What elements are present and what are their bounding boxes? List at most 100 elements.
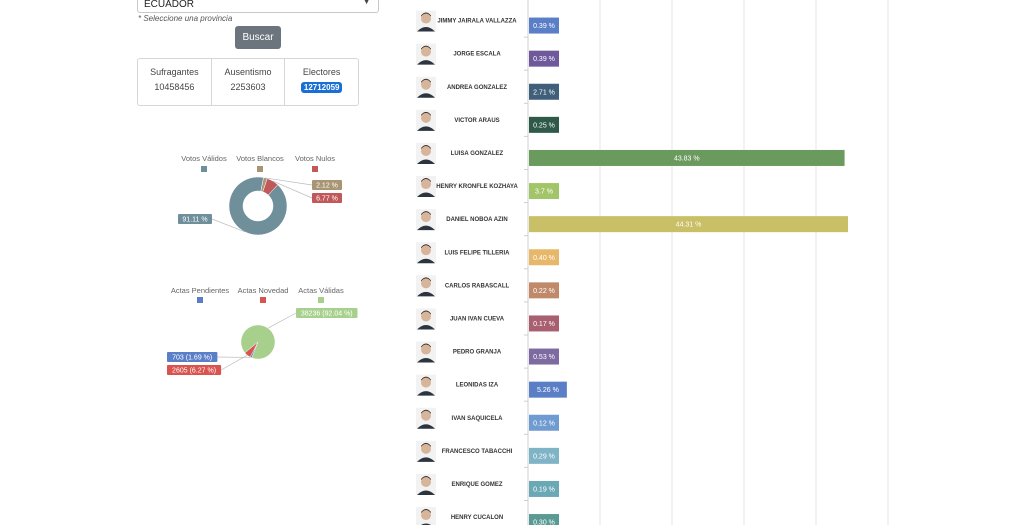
candidates-bar-chart: JIMMY JAIRALA VALLAZZA 0.39 % JORGE ESCALA… bbox=[416, 0, 889, 525]
avatar-face bbox=[421, 46, 431, 57]
pie-data-label: 703 (1.69 %) bbox=[172, 355, 212, 362]
search-button[interactable]: Buscar bbox=[235, 26, 281, 49]
bar bbox=[529, 149, 845, 166]
pie-data-label: 2605 (6.27 %) bbox=[172, 368, 216, 375]
candidate-avatar bbox=[416, 407, 436, 429]
votes-donut-chart: Votos Válidos Votos Blancos Votos Nulos 91.… bbox=[178, 154, 342, 236]
avatar-body bbox=[417, 225, 435, 231]
donut-data-label: 2.12 % bbox=[316, 183, 338, 190]
candidate-name: LUISA GONZALEZ bbox=[451, 151, 504, 157]
bar-data-label: 3.7 % bbox=[535, 189, 553, 196]
avatar-body bbox=[417, 424, 435, 429]
bar bbox=[529, 183, 559, 200]
candidate-name: FRANCESCO TABACCHI bbox=[442, 449, 513, 455]
avatar-hair bbox=[421, 78, 431, 83]
stat-ausentismo: Ausentismo 2253603 bbox=[212, 59, 286, 105]
avatar-hair bbox=[421, 178, 431, 183]
actas-pie-chart: Actas Pendientes Actas Novedad Actas Válid… bbox=[167, 286, 358, 375]
donut-slice bbox=[262, 178, 279, 196]
candidate-name: JUAN IVAN CUEVA bbox=[450, 316, 505, 322]
candidate-avatar bbox=[416, 507, 436, 525]
bar-data-label: 44.31 % bbox=[676, 222, 702, 229]
candidate-avatar bbox=[416, 374, 436, 396]
avatar-hair bbox=[421, 509, 431, 514]
pie-callout-line bbox=[220, 354, 248, 371]
avatar-face bbox=[421, 112, 431, 123]
candidate-name: JIMMY JAIRALA VALLAZZA bbox=[437, 19, 517, 25]
candidate-name: JORGE ESCALA bbox=[453, 52, 501, 58]
bar bbox=[529, 17, 559, 34]
donut-data-label: 91.11 % bbox=[182, 217, 207, 224]
avatar-hair bbox=[421, 310, 431, 315]
avatar-face bbox=[421, 79, 431, 90]
avatar-hair bbox=[421, 376, 431, 381]
candidate-avatar bbox=[416, 76, 436, 98]
bar bbox=[529, 447, 559, 464]
bar bbox=[529, 216, 849, 233]
candidate-name: IVAN SAQUICELA bbox=[452, 416, 504, 422]
avatar-face bbox=[421, 344, 431, 355]
avatar-hair bbox=[421, 442, 431, 447]
donut-legend-swatch bbox=[312, 166, 318, 172]
candidate-name: VICTOR ARAUS bbox=[454, 118, 499, 124]
avatar-hair bbox=[421, 244, 431, 249]
candidate-avatar bbox=[416, 43, 436, 65]
chevron-down-icon: ▼ bbox=[363, 0, 370, 6]
pie-legend-label: Actas Novedad bbox=[238, 286, 289, 295]
donut-legend-label: Votos Válidos bbox=[181, 154, 227, 163]
avatar-body bbox=[417, 192, 435, 198]
donut-callout-line bbox=[265, 177, 313, 186]
bar bbox=[529, 348, 559, 365]
avatar-hair bbox=[421, 409, 431, 414]
stat-electores: Electores 12712059 bbox=[285, 59, 358, 105]
stats-box: Sufragantes 10458456 Ausentismo 2253603 … bbox=[137, 58, 359, 106]
stat-sufragantes: Sufragantes 10458456 bbox=[138, 59, 212, 105]
bar-data-label: 2.71 % bbox=[533, 89, 555, 96]
province-select[interactable]: ECUADOR ▼ bbox=[137, 0, 379, 13]
bar-data-label: 0.17 % bbox=[533, 321, 555, 328]
avatar-face bbox=[421, 179, 431, 190]
bar-data-label: 0.53 % bbox=[533, 354, 555, 361]
province-hint: * Seleccione una provincia bbox=[138, 14, 233, 23]
candidate-avatar bbox=[416, 275, 436, 297]
candidate-avatar bbox=[416, 473, 436, 495]
bar bbox=[529, 381, 567, 398]
province-select-value: ECUADOR bbox=[144, 0, 195, 10]
pie-legend-swatch bbox=[260, 297, 266, 303]
candidate-avatar bbox=[416, 109, 436, 131]
bar bbox=[529, 50, 559, 67]
candidate-avatar bbox=[416, 10, 436, 32]
avatar-hair bbox=[421, 277, 431, 282]
pie-data-label-box bbox=[167, 365, 222, 375]
bar-data-label: 0.30 % bbox=[533, 520, 555, 525]
avatar-hair bbox=[421, 12, 431, 17]
avatar-hair bbox=[421, 45, 431, 50]
donut-legend-swatch bbox=[201, 166, 207, 172]
avatar-body bbox=[417, 27, 435, 32]
donut-legend-swatch bbox=[257, 166, 263, 172]
avatar-face bbox=[421, 245, 431, 256]
candidate-avatar bbox=[416, 440, 436, 462]
pie-callout-line bbox=[267, 312, 297, 329]
candidate-name: DANIEL NOBOA AZIN bbox=[446, 217, 507, 223]
donut-slice bbox=[228, 176, 288, 236]
avatar-body bbox=[417, 457, 435, 462]
bar bbox=[529, 480, 559, 497]
bar-data-label: 43.83 % bbox=[674, 155, 700, 162]
pie-data-label: 38236 (92.04 %) bbox=[301, 311, 353, 318]
avatar-hair bbox=[421, 343, 431, 348]
bar-data-label: 0.39 % bbox=[533, 23, 555, 30]
bar-data-label: 0.25 % bbox=[533, 122, 555, 129]
avatar-body bbox=[417, 126, 435, 131]
donut-legend-label: Votos Nulos bbox=[295, 154, 335, 163]
candidate-name: ENRIQUE GOMEZ bbox=[451, 482, 502, 488]
donut-callout-line bbox=[211, 218, 245, 233]
stat-sufragantes-value: 10458456 bbox=[154, 82, 195, 92]
pie-data-label-box bbox=[167, 352, 218, 362]
bar-data-label: 0.40 % bbox=[533, 255, 555, 262]
donut-legend-label: Votos Blancos bbox=[236, 154, 284, 163]
pie-legend-swatch bbox=[318, 297, 324, 303]
avatar-face bbox=[421, 410, 431, 421]
avatar-face bbox=[421, 510, 431, 521]
avatar-body bbox=[417, 358, 435, 363]
